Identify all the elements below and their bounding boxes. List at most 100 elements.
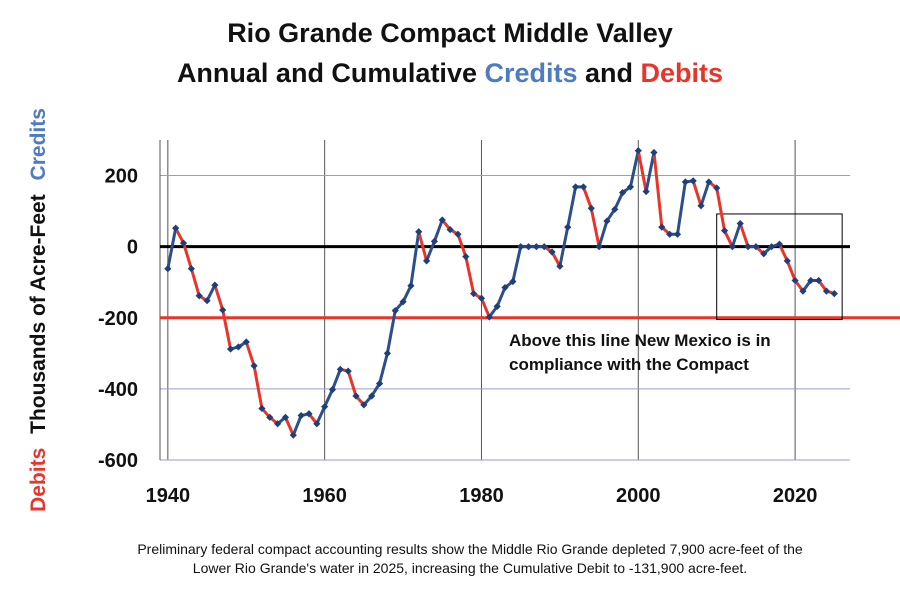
data-point bbox=[375, 379, 384, 388]
y-tick-label: 0 bbox=[127, 237, 138, 259]
series-segment bbox=[495, 286, 507, 308]
series-segment bbox=[511, 245, 523, 284]
series-segment bbox=[738, 222, 750, 249]
series-segment bbox=[213, 283, 225, 312]
data-point bbox=[524, 243, 533, 251]
data-point bbox=[579, 183, 588, 191]
data-point bbox=[477, 294, 486, 302]
data-point bbox=[564, 223, 572, 231]
series-segment bbox=[409, 230, 421, 288]
title-debits-word: Debits bbox=[640, 58, 724, 88]
data-point bbox=[783, 257, 791, 265]
data-point bbox=[422, 257, 431, 265]
data-point bbox=[305, 410, 313, 418]
series-segment bbox=[479, 296, 491, 319]
series-segment bbox=[401, 284, 413, 304]
data-point bbox=[689, 177, 697, 185]
data-point bbox=[501, 283, 509, 292]
title-and: and bbox=[577, 58, 641, 88]
series-segment bbox=[699, 180, 711, 208]
data-point bbox=[517, 243, 525, 251]
series-segment bbox=[252, 364, 264, 410]
series-segment bbox=[174, 226, 186, 245]
series-segment bbox=[315, 405, 327, 426]
series-segment bbox=[244, 340, 256, 368]
series-segment bbox=[323, 388, 334, 409]
data-point bbox=[454, 230, 462, 238]
series-segment bbox=[283, 415, 295, 437]
data-point bbox=[211, 281, 219, 289]
title-prefix: Annual and Cumulative bbox=[176, 58, 485, 88]
data-point bbox=[720, 227, 729, 235]
data-point bbox=[242, 338, 250, 346]
data-point bbox=[172, 224, 180, 232]
compliance-annotation-line-1: Above this line New Mexico is in bbox=[509, 331, 771, 350]
data-point bbox=[642, 187, 650, 196]
caption: Preliminary federal compact accounting r… bbox=[137, 541, 803, 576]
series-segment bbox=[378, 351, 389, 386]
data-point bbox=[619, 189, 627, 197]
data-point bbox=[673, 230, 682, 238]
series-segment bbox=[291, 414, 303, 437]
data-point bbox=[548, 248, 556, 256]
series-segment bbox=[715, 186, 727, 233]
series-segment bbox=[456, 232, 468, 259]
data-point bbox=[164, 265, 172, 273]
data-point bbox=[587, 204, 595, 212]
data-point bbox=[430, 237, 439, 245]
data-point bbox=[556, 262, 564, 270]
series-segment bbox=[432, 218, 444, 243]
data-point bbox=[830, 290, 838, 298]
data-point bbox=[815, 276, 823, 285]
data-point bbox=[658, 223, 666, 231]
data-point bbox=[391, 307, 399, 315]
data-point bbox=[650, 148, 658, 157]
series-segment bbox=[589, 206, 601, 249]
series-segment bbox=[566, 185, 578, 229]
data-point bbox=[187, 265, 195, 273]
data-point bbox=[321, 403, 329, 411]
data-point bbox=[336, 365, 344, 373]
data-point bbox=[532, 243, 540, 251]
data-point bbox=[313, 420, 321, 428]
y-tick-label: -600 bbox=[98, 450, 138, 472]
series-segment bbox=[691, 179, 703, 208]
series-segment bbox=[723, 229, 734, 249]
series-segment bbox=[558, 225, 570, 268]
data-point bbox=[767, 243, 776, 251]
series-segment bbox=[613, 191, 625, 211]
data-point bbox=[736, 219, 744, 228]
data-point bbox=[226, 345, 235, 353]
series-segment bbox=[346, 369, 358, 398]
x-tick-label: 1960 bbox=[302, 485, 347, 507]
title-credits-word: Credits bbox=[484, 58, 578, 88]
data-point bbox=[705, 178, 713, 186]
data-point bbox=[626, 183, 635, 191]
series-segment bbox=[676, 180, 687, 236]
data-point bbox=[509, 277, 517, 286]
data-point bbox=[697, 202, 705, 210]
data-point bbox=[822, 287, 831, 295]
data-point bbox=[728, 243, 736, 251]
series-segment bbox=[417, 230, 429, 263]
data-point bbox=[493, 302, 501, 310]
series-segment bbox=[550, 250, 562, 268]
compliance-annotation-line-2: compliance with the Compact bbox=[509, 355, 749, 374]
data-point bbox=[666, 230, 674, 238]
data-point bbox=[611, 205, 619, 213]
data-point bbox=[281, 413, 290, 421]
y-tick-label: -200 bbox=[98, 308, 138, 330]
series-segment bbox=[189, 267, 201, 298]
data-point bbox=[752, 243, 760, 251]
data-point bbox=[462, 253, 470, 261]
series-segment bbox=[628, 149, 640, 189]
y-tick-label: -400 bbox=[98, 379, 138, 401]
data-point bbox=[760, 250, 768, 258]
data-point bbox=[571, 183, 580, 191]
series-segment bbox=[652, 150, 664, 229]
data-point bbox=[438, 216, 446, 224]
data-point bbox=[289, 431, 297, 439]
data-point bbox=[258, 404, 266, 413]
series-segment bbox=[331, 367, 342, 392]
